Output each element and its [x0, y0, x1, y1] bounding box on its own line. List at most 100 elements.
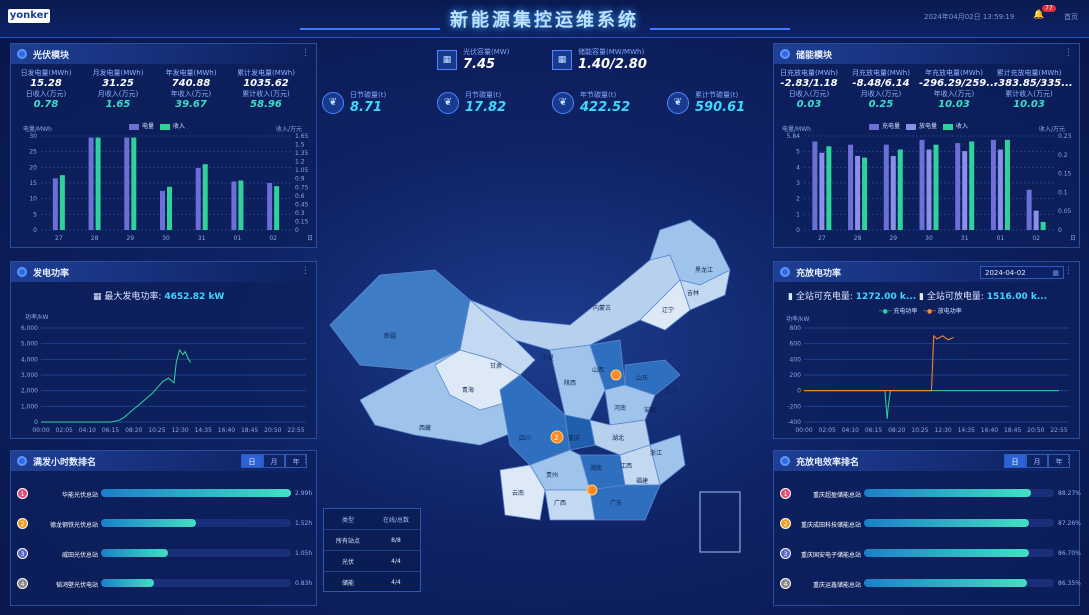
- calendar-icon: ▦: [93, 292, 102, 302]
- station-marker: [586, 484, 598, 496]
- y-tick-label: 0: [34, 419, 38, 426]
- table-cell: 8/8: [391, 536, 401, 544]
- stat-label: 年收入(万元): [933, 90, 975, 98]
- kpi-value: 1.40/2.80: [578, 57, 647, 72]
- storage-module-panel: 储能模块 ⋮ 日充放电量(MWh) -2.83/1.18 月充放电量(MWh) -8.…: [773, 43, 1080, 248]
- x-tick-label: 14:35: [958, 427, 975, 434]
- x-tick-label: 04:10: [842, 427, 859, 434]
- stat-item: 累计发电量(MWh) 1035.62: [231, 68, 301, 89]
- stat-item: 累计收入(万元) 58.96: [231, 89, 301, 110]
- panel-header: 满发小时数排名: [11, 451, 316, 471]
- x-tick-label: 31: [961, 235, 969, 242]
- rank-badge: 2: [17, 518, 28, 529]
- stat-value: 0.25: [868, 99, 894, 110]
- more-icon[interactable]: ⋮: [301, 266, 310, 276]
- bar: [1026, 189, 1032, 230]
- bar: [855, 155, 861, 230]
- tab-month[interactable]: 月: [1026, 454, 1048, 468]
- more-icon[interactable]: ⋮: [1064, 48, 1073, 58]
- storage-chart-legend: 充电量 放电量 收入: [869, 121, 968, 130]
- pv-module-panel: 光伏模块 ⋮ 日发电量(MWh) 15.28 月发电量(MWh) 31.25 年发电量(…: [10, 43, 317, 248]
- y-axis-label: 功率/kW: [786, 316, 810, 323]
- more-icon[interactable]: ⋮: [1064, 455, 1073, 465]
- kpi-value: 17.82: [465, 100, 507, 115]
- kpi-1: ▦ 光伏容量(MW) 7.45: [437, 47, 509, 72]
- more-icon[interactable]: ⋮: [301, 48, 310, 58]
- station-marker: [550, 430, 564, 444]
- rank-value: 1.05h: [295, 550, 313, 557]
- pv-bar-chart: 05101520253000.150.30.450.60.750.91.051.…: [29, 133, 313, 242]
- stat-item: 日发电量(MWh) 15.28: [11, 68, 81, 89]
- x-axis-label: 日: [307, 235, 313, 242]
- y2-tick-label: 1.05: [295, 167, 309, 174]
- more-icon[interactable]: ⋮: [301, 455, 310, 465]
- province-liaoning: [639, 279, 691, 331]
- station-name: 华能光伏总站: [61, 492, 98, 499]
- kpi-value: 422.52: [580, 100, 631, 115]
- bar: [969, 141, 975, 230]
- max-power-row: ▦ 最大发电功率: 4652.82 kW: [93, 289, 224, 302]
- legend-item: 放电量: [906, 121, 937, 130]
- stat-value: 10.03: [1013, 99, 1045, 110]
- progress-track: [101, 579, 291, 587]
- province-label: 陕西: [564, 379, 576, 387]
- table-cell: 4/4: [391, 579, 401, 586]
- stat-item: 月收入(万元) 1.65: [83, 89, 153, 110]
- tab-year[interactable]: 年: [285, 454, 307, 468]
- kpi-text: 储能容量(MW/MWh) 1.40/2.80: [578, 47, 647, 72]
- datetime: 2024年04月02日 13:59:19: [924, 13, 1015, 21]
- x-tick-label: 16:40: [218, 427, 235, 434]
- x-tick-label: 30: [162, 235, 170, 242]
- rank-badge: 3: [780, 548, 791, 559]
- province-guangxi: [544, 489, 596, 521]
- bar: [812, 141, 818, 230]
- x-tick-label: 30: [925, 235, 933, 242]
- pv-chart-legend: 电量 收入: [129, 121, 185, 130]
- tab-day[interactable]: 日: [1004, 454, 1026, 468]
- progress-track: [101, 549, 291, 557]
- y-tick-label: 3: [796, 180, 800, 187]
- rank-value: 87.26%: [1058, 520, 1081, 527]
- province-label: 广西: [554, 499, 566, 507]
- x-tick-label: 00:00: [795, 427, 812, 434]
- y2-tick-label: 1.65: [295, 133, 309, 140]
- bell-icon[interactable]: 🔔: [1033, 10, 1045, 20]
- province-yunnan: [499, 464, 546, 521]
- kpi-6: ❦ 累计节碳量(t) 590.61: [667, 90, 745, 115]
- x-tick-label: 27: [818, 235, 826, 242]
- tab-month[interactable]: 月: [263, 454, 285, 468]
- y-tick-label: 5.84: [787, 133, 801, 140]
- tab-year[interactable]: 年: [1048, 454, 1070, 468]
- discharge-capacity-value: 1516.00 k...: [986, 292, 1048, 302]
- home-link[interactable]: 首页: [1064, 13, 1078, 21]
- more-icon[interactable]: ⋮: [1064, 266, 1073, 276]
- y2-tick-label: 0.75: [295, 184, 309, 191]
- y2-tick-label: 0.3: [295, 210, 305, 217]
- stat-label: 日收入(万元): [25, 90, 67, 98]
- table-row: 所有站点 8/8: [324, 530, 420, 551]
- station-name: 重庆运鑫储能总站: [812, 582, 861, 589]
- bar: [890, 155, 896, 230]
- date-picker[interactable]: 2024-04-02 ▦: [980, 266, 1064, 279]
- kpi-text: 月节碳量(t) 17.82: [465, 90, 506, 115]
- stat-label: 日充放电量(MWh): [780, 69, 838, 77]
- province-shaanxi: [549, 344, 606, 421]
- progress-fill: [864, 579, 1027, 587]
- province-label: 宁夏: [542, 354, 554, 362]
- province-label: 辽宁: [662, 306, 674, 314]
- x-tick-label: 18:45: [241, 427, 258, 434]
- kpi-5: ❦ 年节碳量(t) 422.52: [552, 90, 630, 115]
- x-tick-label: 02: [1032, 235, 1040, 242]
- stat-label: 日发电量(MWh): [20, 69, 72, 77]
- title-wing-right: [650, 0, 790, 30]
- kpi-2: ▦ 储能容量(MW/MWh) 1.40/2.80: [552, 47, 647, 72]
- charge-power-line-chart: -400 -200 0 200 400 600 800 00:00 02:05 04:10 06:1…: [787, 325, 1069, 434]
- column-header: 类型: [341, 516, 354, 524]
- rank-value: 0.83h: [295, 580, 313, 587]
- y-tick-label: 1,000: [21, 403, 38, 410]
- stat-item: 日收入(万元) 0.78: [11, 89, 81, 110]
- bar: [962, 151, 968, 230]
- tab-day[interactable]: 日: [241, 454, 263, 468]
- rank-value: 2.99h: [295, 490, 313, 497]
